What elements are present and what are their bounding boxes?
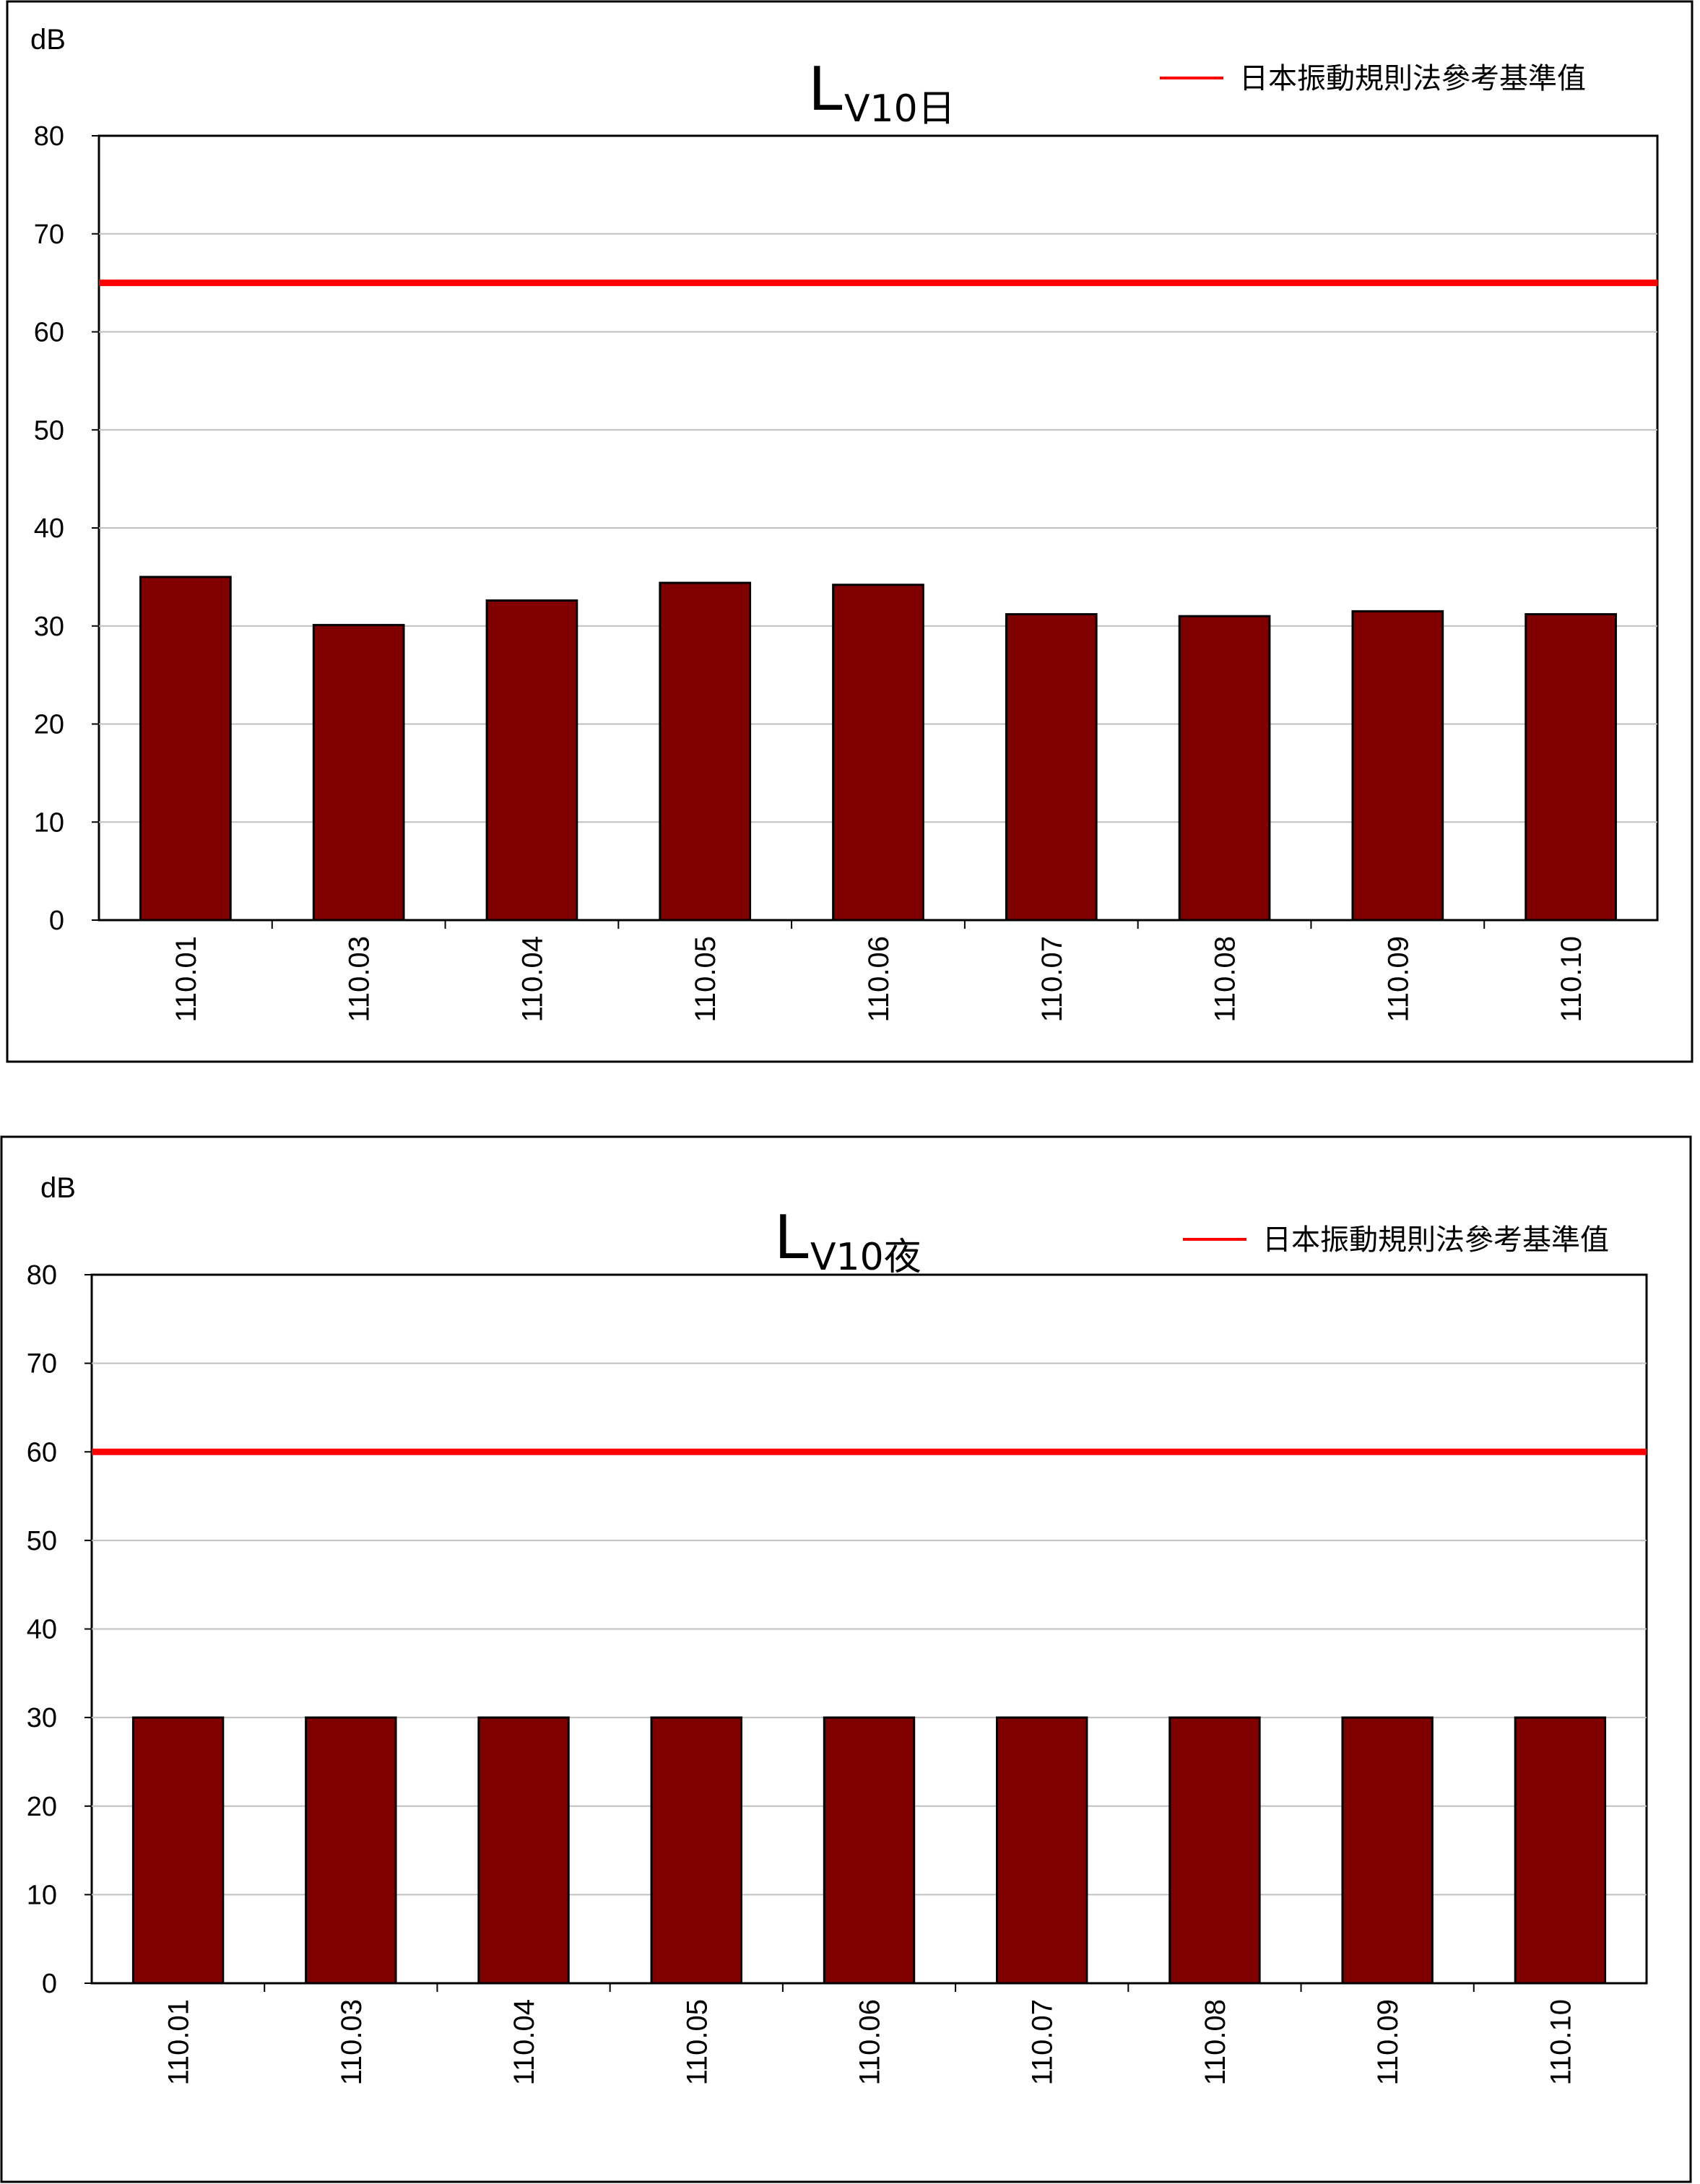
y-tick-label: 70 — [27, 1349, 57, 1379]
bar-110.03 — [312, 623, 405, 922]
x-tick-label: 110.06 — [863, 936, 895, 1022]
title-main: L — [775, 1200, 810, 1272]
y-unit-label: dB — [40, 1172, 76, 1204]
bar-110.10 — [1514, 1716, 1607, 1985]
title-subscript: V10夜 — [810, 1236, 921, 1279]
bar-110.09 — [1351, 610, 1444, 922]
y-tick-label: 30 — [27, 1703, 57, 1733]
x-tick-label: 110.04 — [516, 936, 548, 1022]
y-tick-label: 80 — [34, 121, 64, 152]
chart-title: LV10日 — [809, 52, 955, 131]
x-tick-label: 110.08 — [1200, 1999, 1231, 2085]
bar-110.01 — [139, 576, 232, 922]
bar-110.07 — [996, 1716, 1088, 1985]
y-unit-label: dB — [30, 24, 66, 56]
y-tick-label: 60 — [34, 318, 64, 348]
bar-110.08 — [1168, 1716, 1261, 1985]
chart-1: 0 10 20 30 40 50 60 70 80 110.01 110.03 110.04 110.0… — [6, 0, 1694, 1063]
x-tick-label: 110.10 — [1556, 936, 1587, 1022]
x-tick-label: 110.07 — [1027, 1999, 1059, 2085]
x-tick-label: 110.05 — [690, 936, 721, 1022]
y-tick-label: 40 — [27, 1615, 57, 1645]
x-tick-label: 110.05 — [681, 1999, 713, 2085]
bar-110.08 — [1178, 615, 1271, 922]
y-tick-label: 0 — [49, 906, 64, 936]
bar-110.07 — [1005, 612, 1098, 922]
y-tick-label: 20 — [27, 1792, 57, 1822]
title-subscript: V10日 — [844, 87, 955, 131]
bar-110.04 — [477, 1716, 570, 1985]
x-tick-label: 110.04 — [508, 1999, 540, 2085]
bar-110.05 — [650, 1716, 742, 1985]
y-tick-label: 40 — [34, 514, 64, 544]
y-tick-label: 60 — [27, 1437, 57, 1468]
y-tick-label: 0 — [42, 1969, 57, 1999]
x-tick-label: 110.01 — [163, 1999, 195, 2085]
y-tick-label: 10 — [27, 1880, 57, 1910]
bar-110.06 — [823, 1716, 916, 1985]
title-main: L — [809, 52, 844, 124]
x-tick-label: 110.09 — [1372, 1999, 1404, 2085]
legend-label: 日本振動規則法參考基準值 — [1239, 62, 1586, 95]
chart-2: 0 10 20 30 40 50 60 70 80 110.01 110.03 110.04 110.0… — [0, 1135, 1692, 2183]
bar-110.06 — [832, 584, 924, 922]
y-tick-label: 50 — [27, 1526, 57, 1556]
x-tick-label: 110.01 — [170, 936, 202, 1022]
y-tick-label: 70 — [34, 220, 64, 250]
bar-110.03 — [305, 1716, 397, 1985]
x-tick-label: 110.08 — [1210, 936, 1241, 1022]
y-tick-label: 80 — [27, 1260, 57, 1291]
legend-label: 日本振動規則法參考基準值 — [1262, 1223, 1609, 1257]
chart-title: LV10夜 — [775, 1200, 921, 1279]
x-tick-label: 110.06 — [854, 1999, 886, 2085]
bar-110.01 — [131, 1716, 225, 1985]
x-tick-label: 110.10 — [1545, 1999, 1577, 2085]
bar-110.09 — [1341, 1716, 1434, 1985]
bar-110.10 — [1525, 612, 1617, 922]
x-tick-label: 110.03 — [336, 1999, 368, 2085]
x-tick-label: 110.07 — [1036, 936, 1068, 1022]
y-tick-label: 30 — [34, 612, 64, 642]
y-tick-label: 20 — [34, 710, 64, 740]
x-tick-label: 110.09 — [1382, 936, 1414, 1022]
x-tick-label: 110.03 — [344, 936, 376, 1022]
y-tick-label: 10 — [34, 807, 64, 838]
bar-110.04 — [485, 599, 578, 922]
bar-110.05 — [659, 581, 752, 922]
y-tick-label: 50 — [34, 415, 64, 446]
